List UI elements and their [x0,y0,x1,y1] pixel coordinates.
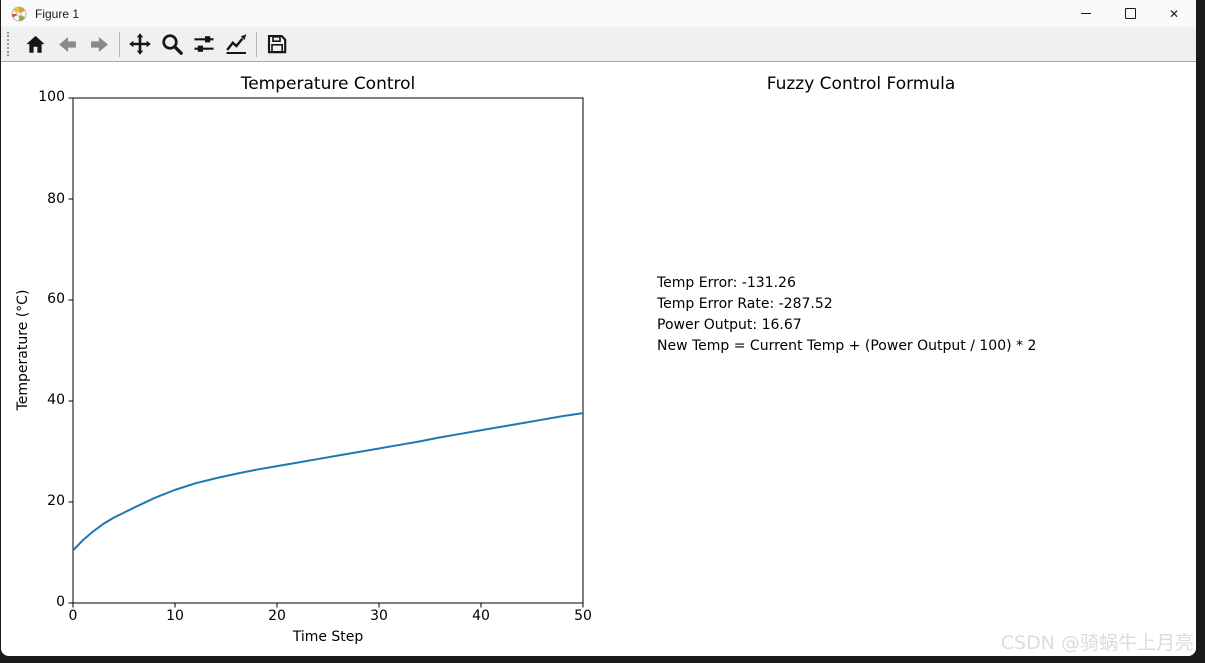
x-axis-label: Time Step [292,629,364,645]
y-tick-label: 0 [56,594,65,610]
y-tick-label: 80 [47,191,65,207]
x-tick-label: 50 [574,608,592,624]
chart-line-icon [226,34,247,54]
zoom-button[interactable] [157,29,187,59]
configure-subplots-button[interactable] [189,29,219,59]
minimize-button[interactable] [1064,0,1108,27]
y-tick-label: 60 [47,291,65,307]
magnifier-icon [162,34,183,55]
forward-button[interactable] [84,29,114,59]
window-title: Figure 1 [35,6,80,21]
pan-button[interactable] [125,29,155,59]
maximize-icon [1124,8,1136,19]
x-tick-label: 20 [268,608,286,624]
figure-canvas: Temperature Control 100 80 60 40 20 0 0 … [1,62,1196,656]
sliders-icon [194,36,214,52]
x-tick-label: 30 [370,608,388,624]
arrow-right-icon [90,36,108,52]
y-tick-label: 40 [47,392,65,408]
y-tick-label: 20 [47,493,65,509]
x-tick-label: 10 [166,608,184,624]
temperature-plot-area[interactable] [59,92,589,612]
x-tick-label: 0 [68,608,78,624]
formula-line-temp-error-rate: Temp Error Rate: -287.52 [657,296,833,312]
maximize-button[interactable] [1108,0,1152,27]
arrow-left-icon [58,36,76,52]
edit-parameters-button[interactable] [221,29,251,59]
toolbar-grip-handle[interactable] [7,32,13,56]
formula-line-new-temp: New Temp = Current Temp + (Power Output … [657,338,1037,354]
formula-line-temp-error: Temp Error: -131.26 [657,275,796,291]
move-icon [129,33,151,55]
plot-toolbar [1,27,1196,62]
y-tick-label: 100 [38,89,65,105]
toolbar-separator [119,31,120,57]
minimize-icon [1081,13,1091,14]
formula-line-power-output: Power Output: 16.67 [657,317,802,333]
floppy-disk-icon [267,34,287,54]
csdn-watermark: CSDN @骑蜗牛上月亮 [1000,632,1194,654]
axes-title-temperature-control: Temperature Control [240,74,416,94]
home-icon [25,35,45,53]
close-button[interactable]: ✕ [1152,0,1196,27]
save-button[interactable] [262,29,292,59]
title-bar[interactable]: Figure 1 ✕ [1,0,1196,27]
home-button[interactable] [20,29,50,59]
axes-title-fuzzy-formula: Fuzzy Control Formula [766,74,956,94]
matplotlib-logo-icon [11,6,27,21]
back-button[interactable] [52,29,82,59]
close-icon: ✕ [1168,6,1180,21]
formula-text-block: Temp Error: -131.26 Temp Error Rate: -28… [657,273,1036,357]
x-tick-label: 40 [472,608,490,624]
toolbar-separator [256,31,257,57]
y-axis-label: Temperature (°C) [15,289,31,411]
